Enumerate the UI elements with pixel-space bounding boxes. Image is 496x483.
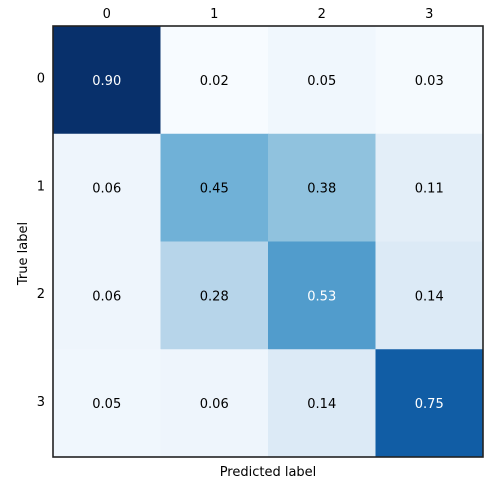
- y-tick-label: 1: [37, 179, 45, 194]
- y-tick-label: 3: [37, 395, 45, 410]
- cell-value-label: 0.28: [200, 289, 229, 304]
- cell-value-label: 0.05: [92, 397, 121, 412]
- cell-value-label: 0.06: [92, 182, 121, 197]
- cell-value-label: 0.53: [307, 289, 336, 304]
- cell-value-label: 0.06: [92, 289, 121, 304]
- heatmap-cell: [160, 26, 269, 135]
- heatmap-cell: [268, 26, 376, 135]
- heatmap-cell: [268, 349, 376, 458]
- heatmap-cell: [375, 349, 484, 458]
- cell-value-label: 0.90: [92, 74, 121, 89]
- cell-value-label: 0.06: [200, 397, 229, 412]
- x-tick-label: 3: [425, 7, 433, 22]
- cell-value-label: 0.14: [307, 397, 336, 412]
- x-tick-label: 2: [318, 7, 326, 22]
- y-axis-label: True label: [16, 222, 31, 286]
- heatmap-cell: [53, 349, 161, 458]
- cell-value-label: 0.11: [415, 182, 444, 197]
- heatmap-cell: [375, 133, 484, 242]
- heatmap-cell: [375, 26, 484, 135]
- y-axis-ticks: 0 1 2 3: [37, 72, 45, 410]
- cell-value-label: 0.05: [307, 74, 336, 89]
- y-tick-label: 2: [37, 287, 45, 302]
- cell-value-label: 0.14: [415, 289, 444, 304]
- cell-value-label: 0.75: [415, 397, 444, 412]
- heatmap-cell: [53, 133, 161, 242]
- heatmap-cell: [53, 26, 161, 135]
- cell-value-label: 0.02: [200, 74, 229, 89]
- heatmap-cell: [268, 133, 376, 242]
- heatmap-cell: [160, 133, 269, 242]
- plot-frame: [52, 25, 484, 458]
- cell-value-labels: 0.90 0.02 0.05 0.03 0.06 0.45 0.38 0.11 0.06 0.28…: [92, 74, 443, 412]
- cell-value-label: 0.45: [200, 182, 229, 197]
- x-axis-label: Predicted label: [220, 465, 317, 480]
- heatmap-cell: [268, 241, 376, 350]
- heatmap-cell: [160, 349, 269, 458]
- cell-value-label: 0.38: [307, 182, 336, 197]
- x-axis-ticks: 0 1 2 3: [103, 7, 434, 22]
- heatmap-cell: [53, 241, 161, 350]
- heatmap-cell: [375, 241, 484, 350]
- cell-value-label: 0.03: [415, 74, 444, 89]
- x-tick-label: 1: [210, 7, 218, 22]
- heatmap-cell: [160, 241, 269, 350]
- x-tick-label: 0: [103, 7, 111, 22]
- y-tick-label: 0: [37, 72, 45, 87]
- heatmap-cells: [53, 26, 484, 458]
